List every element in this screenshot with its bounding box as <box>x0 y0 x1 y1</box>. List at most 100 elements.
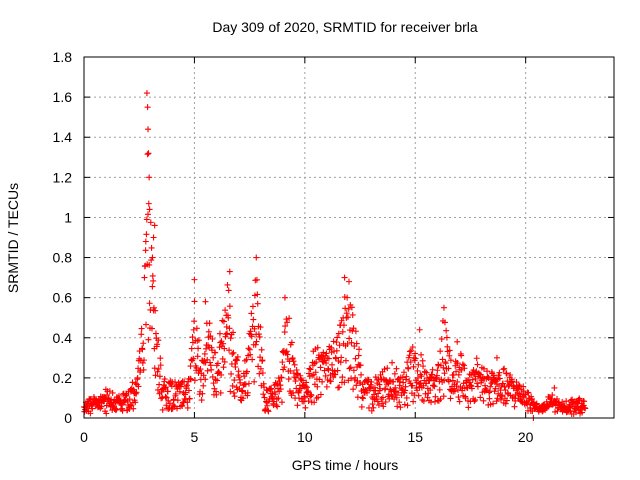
data-point <box>155 337 162 344</box>
data-point <box>319 378 326 385</box>
data-point <box>492 385 499 392</box>
data-point <box>334 367 341 374</box>
data-point <box>142 247 149 254</box>
data-point <box>143 231 150 238</box>
data-point <box>149 254 156 261</box>
y-tick-label: 0.8 <box>53 250 73 266</box>
data-point <box>151 365 158 372</box>
data-point <box>189 334 196 341</box>
data-point <box>248 333 255 340</box>
data-point <box>294 402 301 409</box>
data-point <box>138 325 145 332</box>
data-point <box>477 371 484 378</box>
data-point <box>440 364 447 371</box>
data-point <box>198 397 205 404</box>
data-point <box>551 384 558 391</box>
data-point <box>334 334 341 341</box>
data-point <box>567 408 574 415</box>
data-point <box>352 328 359 335</box>
data-point <box>323 360 330 367</box>
data-point <box>264 402 271 409</box>
data-point <box>150 277 157 284</box>
x-tick-label: 15 <box>407 429 423 445</box>
data-point <box>409 343 416 350</box>
data-point <box>251 325 258 332</box>
data-point <box>217 389 224 396</box>
data-point <box>234 357 241 364</box>
data-point <box>290 389 297 396</box>
data-point <box>447 357 454 364</box>
data-point <box>474 383 481 390</box>
data-point <box>145 336 152 343</box>
data-point <box>242 381 249 388</box>
data-point <box>484 368 491 375</box>
data-point <box>155 365 162 372</box>
data-point <box>447 395 454 402</box>
data-point <box>281 329 288 336</box>
data-point <box>201 350 208 357</box>
data-point <box>339 374 346 381</box>
data-point <box>352 355 359 362</box>
data-point <box>226 325 233 332</box>
data-point <box>381 366 388 373</box>
data-point <box>205 328 212 335</box>
data-point <box>430 382 437 389</box>
data-point <box>281 294 288 301</box>
data-point <box>323 383 330 390</box>
data-point <box>253 254 260 261</box>
data-point <box>336 384 343 391</box>
data-point <box>512 397 519 404</box>
data-point <box>187 363 194 370</box>
data-point <box>516 390 523 397</box>
data-point <box>348 304 355 311</box>
data-point <box>129 379 136 386</box>
data-point <box>188 345 195 352</box>
data-point <box>549 392 556 399</box>
data-point <box>190 326 197 333</box>
data-point <box>234 353 241 360</box>
data-point <box>403 373 410 380</box>
data-point <box>138 331 145 338</box>
data-point <box>252 341 259 348</box>
data-point <box>445 378 452 385</box>
data-point <box>339 328 346 335</box>
data-point <box>157 362 164 369</box>
data-point <box>259 370 266 377</box>
data-point <box>493 354 500 361</box>
data-point <box>446 347 453 354</box>
data-point <box>253 276 260 283</box>
data-point <box>436 386 443 393</box>
data-point <box>243 356 250 363</box>
data-point <box>582 405 589 412</box>
data-point <box>302 404 309 411</box>
data-point <box>474 361 481 368</box>
data-point <box>496 369 503 376</box>
data-point <box>214 377 221 384</box>
data-point <box>143 321 150 328</box>
data-point <box>409 382 416 389</box>
data-point <box>515 381 522 388</box>
data-point <box>185 387 192 394</box>
y-axis-label: SRMTID / TECUs <box>5 183 21 293</box>
data-point <box>123 391 130 398</box>
data-point <box>103 410 110 417</box>
data-point <box>226 268 233 275</box>
data-point <box>191 377 198 384</box>
data-point <box>313 359 320 366</box>
data-point <box>359 394 366 401</box>
data-point <box>350 325 357 332</box>
data-point <box>145 126 152 133</box>
data-point <box>273 402 280 409</box>
data-point <box>109 389 116 396</box>
data-point <box>235 368 242 375</box>
data-point <box>345 305 352 312</box>
data-point <box>286 315 293 322</box>
data-point <box>343 310 350 317</box>
data-point <box>166 400 173 407</box>
x-tick-label: 5 <box>191 429 199 445</box>
data-point <box>202 298 209 305</box>
data-point <box>305 398 312 405</box>
data-point <box>393 394 400 401</box>
data-point <box>294 370 301 377</box>
